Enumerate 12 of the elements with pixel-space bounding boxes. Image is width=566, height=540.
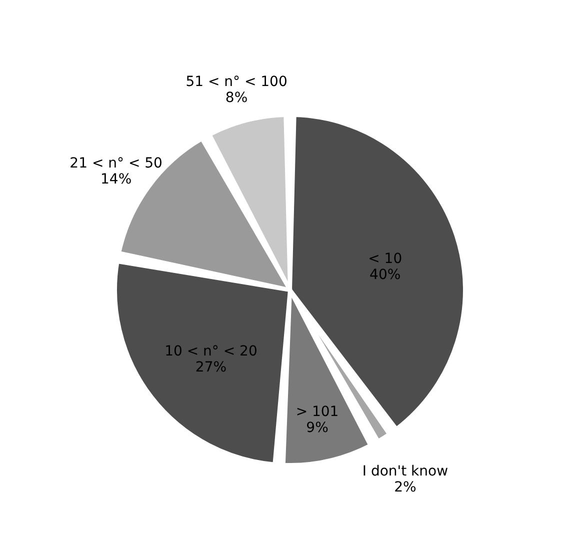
slice-label: 51 < n° < 100 bbox=[186, 74, 288, 90]
slice-label: 21 < n° < 50 bbox=[70, 156, 162, 172]
data-label: 27% bbox=[195, 359, 227, 376]
slice-label: > 101 bbox=[296, 404, 339, 420]
data-label: 2% bbox=[394, 480, 416, 496]
slice-label: I don't know bbox=[362, 464, 448, 480]
slice-label: < 10 bbox=[368, 251, 402, 268]
data-label: 40% bbox=[370, 267, 401, 284]
slice-label: 10 < n° < 20 bbox=[164, 343, 258, 360]
data-label: 8% bbox=[225, 90, 248, 106]
data-label: 9% bbox=[306, 420, 328, 436]
data-label: 14% bbox=[100, 172, 132, 188]
